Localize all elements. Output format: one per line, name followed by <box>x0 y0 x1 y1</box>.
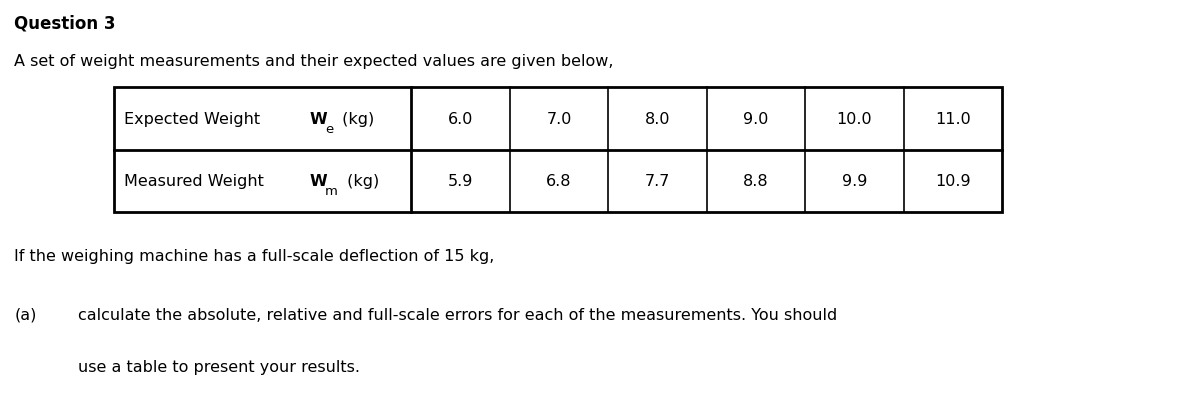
Text: Expected Weight: Expected Weight <box>124 112 265 127</box>
Text: e: e <box>325 123 334 136</box>
Text: m: m <box>325 185 338 198</box>
Text: 6.0: 6.0 <box>448 112 473 127</box>
Text: 7.0: 7.0 <box>546 112 571 127</box>
Text: 5.9: 5.9 <box>448 174 473 189</box>
Text: 6.8: 6.8 <box>546 174 572 189</box>
Text: (kg): (kg) <box>337 112 374 127</box>
Text: 9.9: 9.9 <box>841 174 868 189</box>
Text: 10.0: 10.0 <box>836 112 872 127</box>
Text: (kg): (kg) <box>342 174 379 189</box>
Text: 8.0: 8.0 <box>644 112 671 127</box>
Text: (a): (a) <box>14 307 37 322</box>
Text: 11.0: 11.0 <box>935 112 971 127</box>
Text: W: W <box>310 112 328 127</box>
Text: Question 3: Question 3 <box>14 14 116 32</box>
Text: use a table to present your results.: use a table to present your results. <box>78 359 360 374</box>
Text: W: W <box>310 174 328 189</box>
Text: If the weighing machine has a full-scale deflection of 15 kg,: If the weighing machine has a full-scale… <box>14 249 494 263</box>
Text: Measured Weight: Measured Weight <box>124 174 269 189</box>
Text: A set of weight measurements and their expected values are given below,: A set of weight measurements and their e… <box>14 54 614 69</box>
Text: 10.9: 10.9 <box>935 174 971 189</box>
Text: 7.7: 7.7 <box>644 174 671 189</box>
Bar <box>114 88 1002 213</box>
Text: 8.8: 8.8 <box>743 174 769 189</box>
Text: calculate the absolute, relative and full-scale errors for each of the measureme: calculate the absolute, relative and ful… <box>78 307 838 322</box>
Text: 9.0: 9.0 <box>743 112 769 127</box>
